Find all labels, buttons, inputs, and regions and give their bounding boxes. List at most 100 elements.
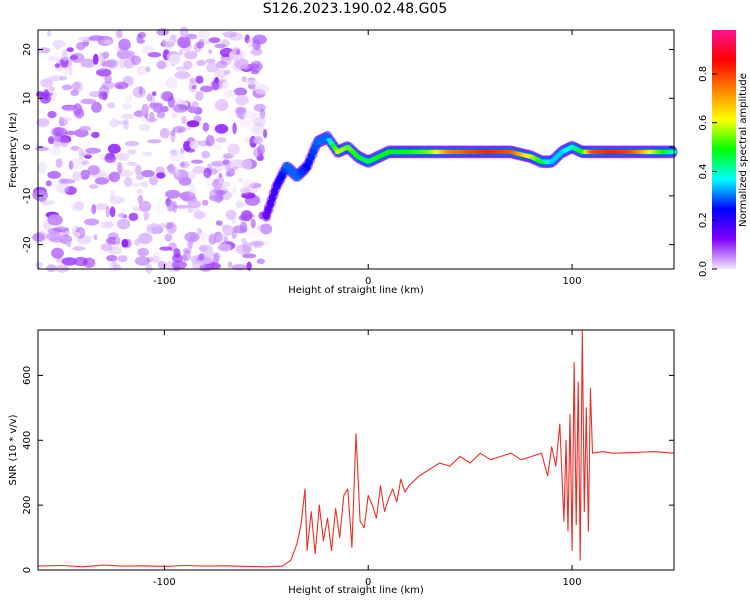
noise-blob — [124, 50, 135, 60]
noise-blob — [197, 227, 203, 235]
noise-blob — [259, 108, 266, 120]
noise-blob — [232, 185, 237, 196]
noise-blob — [101, 81, 115, 90]
colorbar-gradient — [712, 30, 736, 269]
noise-blob — [123, 119, 129, 131]
noise-blob — [127, 149, 137, 155]
noise-blob — [208, 233, 217, 245]
noise-blob — [128, 212, 139, 222]
noise-blob — [149, 102, 163, 108]
ridge-core — [304, 164, 311, 169]
noise-blob — [189, 140, 199, 149]
noise-blob — [188, 81, 197, 93]
noise-blob — [225, 209, 237, 220]
noise-blob — [49, 147, 61, 156]
noise-blob — [62, 49, 68, 62]
noise-blob — [45, 75, 50, 85]
noise-blob — [91, 131, 100, 139]
noise-blob — [232, 122, 237, 135]
noise-blob — [66, 47, 74, 53]
noise-blob — [159, 91, 172, 101]
noise-blob — [249, 182, 262, 189]
x-tick-label: 100 — [563, 276, 582, 287]
noise-blob — [198, 244, 213, 252]
noise-blob — [59, 234, 73, 245]
noise-blob — [136, 39, 145, 44]
noise-blob — [70, 89, 79, 97]
noise-blob — [59, 178, 76, 184]
noise-blob — [55, 158, 63, 169]
x-tick-label: 0 — [365, 276, 371, 287]
colorbar-tick-label: 0.6 — [698, 115, 709, 131]
x-tick-label: 100 — [563, 577, 582, 588]
noise-blob — [134, 164, 142, 177]
spectrogram-noise-blobs — [31, 26, 273, 274]
noise-blob — [241, 192, 256, 199]
noise-blob — [177, 127, 184, 133]
noise-blob — [104, 75, 112, 84]
noise-blob — [60, 58, 69, 68]
noise-blob — [171, 260, 187, 270]
noise-blob — [183, 140, 192, 152]
noise-blob — [159, 105, 169, 113]
noise-blob — [70, 145, 80, 151]
noise-blob — [117, 162, 123, 174]
noise-blob — [48, 56, 63, 61]
noise-blob — [208, 49, 213, 54]
snr-y-axis-title: SNR (10 * v/v) — [8, 414, 19, 485]
noise-blob — [136, 188, 143, 195]
spectrogram-x-axis-title: Height of straight line (km) — [288, 285, 424, 296]
noise-blob — [178, 49, 183, 56]
noise-blob — [34, 142, 43, 147]
noise-blob — [203, 167, 212, 179]
ridge-core — [310, 149, 317, 155]
noise-blob — [218, 77, 229, 90]
noise-blob — [62, 105, 77, 113]
noise-blob — [122, 75, 134, 87]
y-tick-label: -20 — [22, 236, 33, 252]
noise-blob — [196, 59, 207, 66]
noise-blob — [107, 143, 121, 154]
x-tick-label: -100 — [153, 276, 176, 287]
noise-blob — [102, 51, 110, 59]
noise-blob — [105, 205, 111, 218]
noise-blob — [73, 256, 88, 267]
x-tick-label: -100 — [153, 577, 176, 588]
noise-blob — [146, 117, 158, 123]
ridge-core — [306, 159, 313, 164]
snr-frame — [37, 329, 675, 571]
noise-blob — [37, 47, 51, 54]
y-tick-label: 10 — [22, 92, 33, 105]
noise-blob — [180, 161, 185, 168]
noise-blob — [115, 236, 121, 246]
noise-blob — [211, 160, 225, 167]
noise-blob — [112, 256, 117, 268]
noise-blob — [179, 161, 190, 169]
noise-blob — [156, 61, 167, 70]
ridge-core — [269, 195, 276, 200]
noise-blob — [109, 196, 125, 205]
noise-blob — [84, 218, 100, 226]
noise-blob — [260, 223, 273, 235]
noise-blob — [249, 240, 265, 247]
noise-blob — [253, 147, 263, 158]
noise-blob — [72, 171, 82, 181]
noise-blob — [191, 85, 197, 90]
snr-series — [37, 329, 675, 568]
noise-blob — [233, 87, 248, 96]
snr-x-axis-title: Height of straight line (km) — [288, 585, 424, 596]
noise-blob — [241, 179, 255, 189]
noise-blob — [252, 39, 261, 50]
noise-blob — [214, 123, 229, 134]
noise-blob — [81, 160, 90, 166]
noise-blob — [159, 127, 170, 139]
noise-blob — [249, 63, 260, 70]
noise-blob — [51, 247, 64, 259]
noise-blob — [195, 75, 204, 84]
noise-blob — [166, 222, 177, 234]
y-tick-label: 0 — [22, 567, 33, 573]
noise-blob — [198, 253, 205, 261]
noise-blob — [235, 94, 249, 106]
